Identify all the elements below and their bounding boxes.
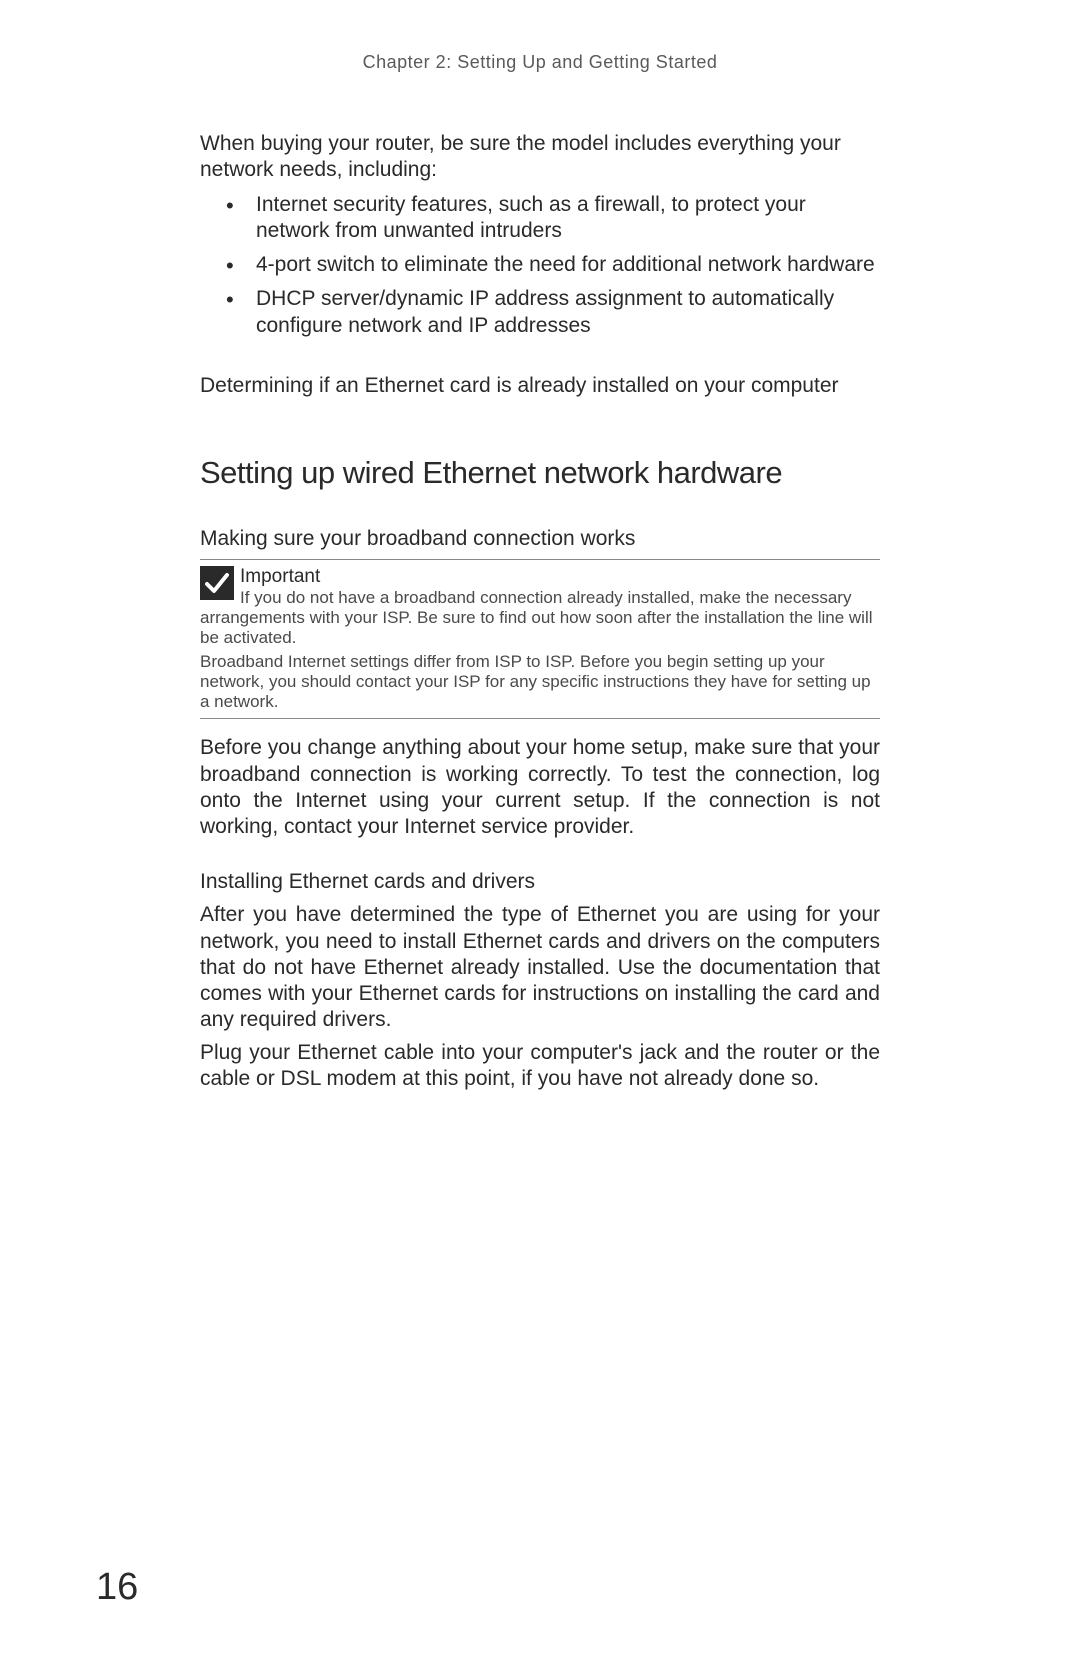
list-item: Internet security features, such as a fi… xyxy=(256,192,880,245)
determining-ethernet-paragraph: Determining if an Ethernet card is alrea… xyxy=(200,373,880,399)
router-features-list: Internet security features, such as a fi… xyxy=(200,192,880,339)
broadband-body-paragraph: Before you change anything about your ho… xyxy=(200,735,880,840)
list-item: DHCP server/dynamic IP address assignmen… xyxy=(256,286,880,339)
intro-paragraph: When buying your router, be sure the mod… xyxy=(200,131,880,184)
list-item: 4-port switch to eliminate the need for … xyxy=(256,252,880,278)
page-number: 16 xyxy=(96,1566,138,1609)
subsection-heading-broadband: Making sure your broadband connection wo… xyxy=(200,527,880,551)
checkmark-icon xyxy=(200,566,234,600)
installing-body-paragraph-1: After you have determined the type of Et… xyxy=(200,902,880,1033)
installing-body-paragraph-2: Plug your Ethernet cable into your compu… xyxy=(200,1040,880,1093)
callout-label: Important xyxy=(240,566,320,587)
subsection-heading-installing: Installing Ethernet cards and drivers xyxy=(200,870,880,894)
important-callout: Important If you do not have a broadband… xyxy=(200,559,880,719)
chapter-header: Chapter 2: Setting Up and Getting Starte… xyxy=(200,52,880,73)
callout-text-2: Broadband Internet settings differ from … xyxy=(200,652,880,712)
callout-text-1: If you do not have a broadband connectio… xyxy=(200,588,873,647)
section-heading: Setting up wired Ethernet network hardwa… xyxy=(200,455,880,491)
